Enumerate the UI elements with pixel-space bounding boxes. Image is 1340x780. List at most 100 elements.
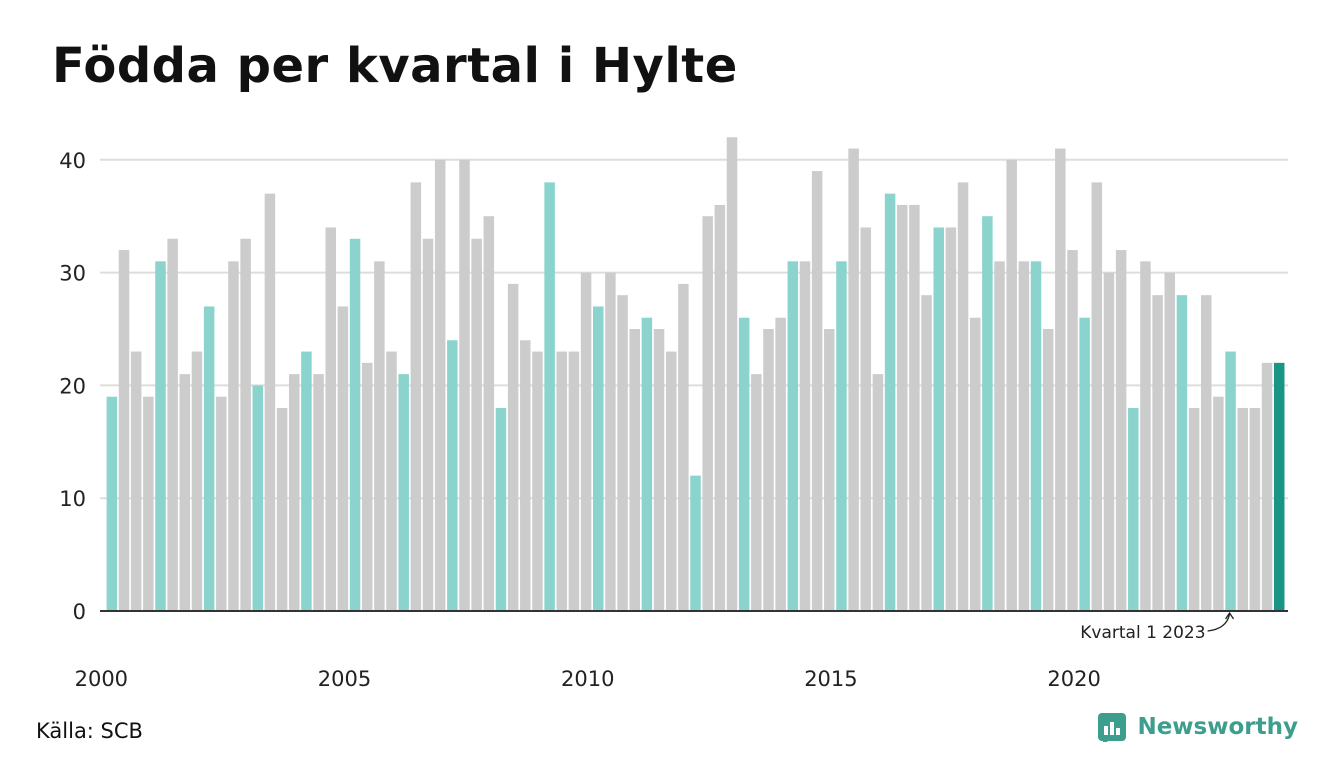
bar: [860, 227, 872, 612]
bar: [483, 216, 495, 611]
bar: [130, 351, 142, 611]
bar: [921, 295, 932, 611]
bar: [556, 351, 568, 611]
bar: [1140, 261, 1151, 611]
bar: [155, 261, 166, 611]
bar: [1164, 272, 1176, 611]
bar: [945, 227, 957, 612]
bar: [143, 396, 154, 611]
bar: [629, 329, 640, 611]
y-tick-label: 10: [59, 487, 86, 511]
bar: [313, 374, 324, 611]
bar: [738, 317, 750, 611]
bar: [1249, 407, 1261, 611]
bar: [787, 261, 799, 611]
bar: [216, 396, 227, 611]
bar: [641, 317, 653, 611]
brand-name: Newsworthy: [1137, 714, 1298, 740]
bar: [678, 283, 689, 611]
y-tick-label: 0: [73, 600, 86, 624]
bar: [374, 261, 385, 611]
bar: [544, 182, 555, 612]
annotation-arrow: [1207, 611, 1235, 632]
bar: [520, 340, 531, 611]
bar: [106, 396, 118, 611]
bar: [1152, 295, 1163, 611]
bar: [1055, 148, 1066, 611]
newsworthy-logo-icon: [1098, 713, 1127, 742]
bar: [1042, 329, 1054, 611]
bar: [909, 204, 920, 612]
x-tick-label: 2010: [561, 667, 614, 691]
x-tick-label: 2005: [318, 667, 371, 691]
bar: [1273, 362, 1285, 611]
bar: [811, 171, 823, 611]
bar: [1006, 159, 1017, 612]
bar: [617, 295, 628, 611]
bar: [252, 385, 264, 611]
bar: [1201, 295, 1212, 611]
bar: [203, 306, 215, 611]
x-axis-ticks: 2000 2005 2010 2015 2020: [75, 667, 1101, 691]
bar: [337, 306, 349, 611]
x-tick-label: 2000: [75, 667, 128, 691]
y-tick-label: 20: [59, 374, 86, 398]
bar: [179, 374, 191, 611]
y-axis-ticks: 0 10 20 30 40: [59, 149, 86, 624]
bar: [824, 329, 835, 611]
bar: [933, 227, 944, 612]
bar: [447, 340, 458, 611]
bar: [775, 317, 786, 611]
x-tick-label: 2020: [1047, 667, 1100, 691]
source-note: Källa: SCB: [36, 719, 143, 743]
bar: [1091, 182, 1103, 612]
bars: [106, 137, 1285, 612]
bar: [897, 204, 908, 612]
y-tick-label: 40: [59, 149, 86, 173]
bar: [872, 374, 884, 611]
bar: [1030, 261, 1042, 611]
bar: [848, 148, 859, 611]
bar: [1188, 407, 1200, 611]
bar: [836, 261, 847, 611]
annotation: Kvartal 1 2023: [1080, 611, 1235, 643]
bar: [1213, 396, 1224, 611]
bar: [1018, 261, 1030, 611]
bar: [605, 272, 616, 611]
bar: [593, 306, 604, 611]
bar: [982, 216, 993, 611]
brand[interactable]: Newsworthy: [1097, 712, 1298, 742]
bar: [264, 193, 276, 611]
bar: [410, 182, 422, 612]
bar: [1115, 250, 1127, 612]
x-tick-label: 2015: [804, 667, 857, 691]
bar: [459, 159, 470, 612]
bar: [714, 204, 726, 612]
bar: [191, 351, 203, 611]
bar: [1176, 295, 1188, 611]
bar: [471, 238, 482, 611]
bar: [167, 238, 178, 611]
bar: [118, 250, 130, 612]
annotation-label: Kvartal 1 2023: [1080, 623, 1205, 643]
bar: [289, 374, 300, 611]
bar: [495, 407, 507, 611]
bar: [799, 261, 811, 611]
bar: [665, 351, 677, 611]
bar: [386, 351, 397, 611]
bar: [1103, 272, 1115, 611]
bar: [957, 182, 969, 612]
bar: [568, 351, 580, 611]
bar: [532, 351, 543, 611]
bar: [1261, 362, 1273, 611]
bar: [763, 329, 774, 611]
bar: [507, 283, 519, 611]
bar: [361, 362, 373, 611]
bar: [1067, 250, 1078, 612]
bar: [884, 193, 896, 611]
bar: [994, 261, 1005, 611]
bar: [969, 317, 981, 611]
chart-title: Födda per kvartal i Hylte: [52, 38, 738, 94]
bar: [301, 351, 312, 611]
bar: [325, 227, 336, 612]
